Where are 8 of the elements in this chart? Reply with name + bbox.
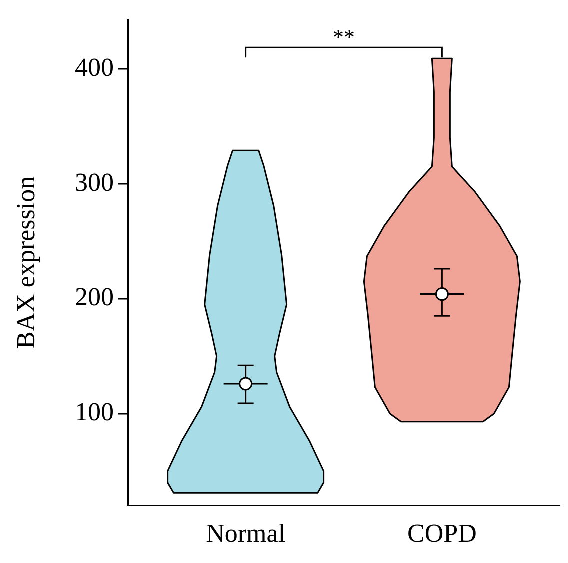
y-tick-label: 400: [75, 52, 114, 82]
y-axis-title: BAX expression: [11, 176, 40, 349]
y-tick-label: 200: [75, 282, 114, 312]
y-tick-label: 100: [75, 398, 114, 427]
x-tick-label: Normal: [206, 519, 286, 548]
x-tick-label: COPD: [408, 519, 477, 548]
annotation: **: [333, 24, 355, 50]
y-tick-label: 300: [75, 168, 114, 197]
